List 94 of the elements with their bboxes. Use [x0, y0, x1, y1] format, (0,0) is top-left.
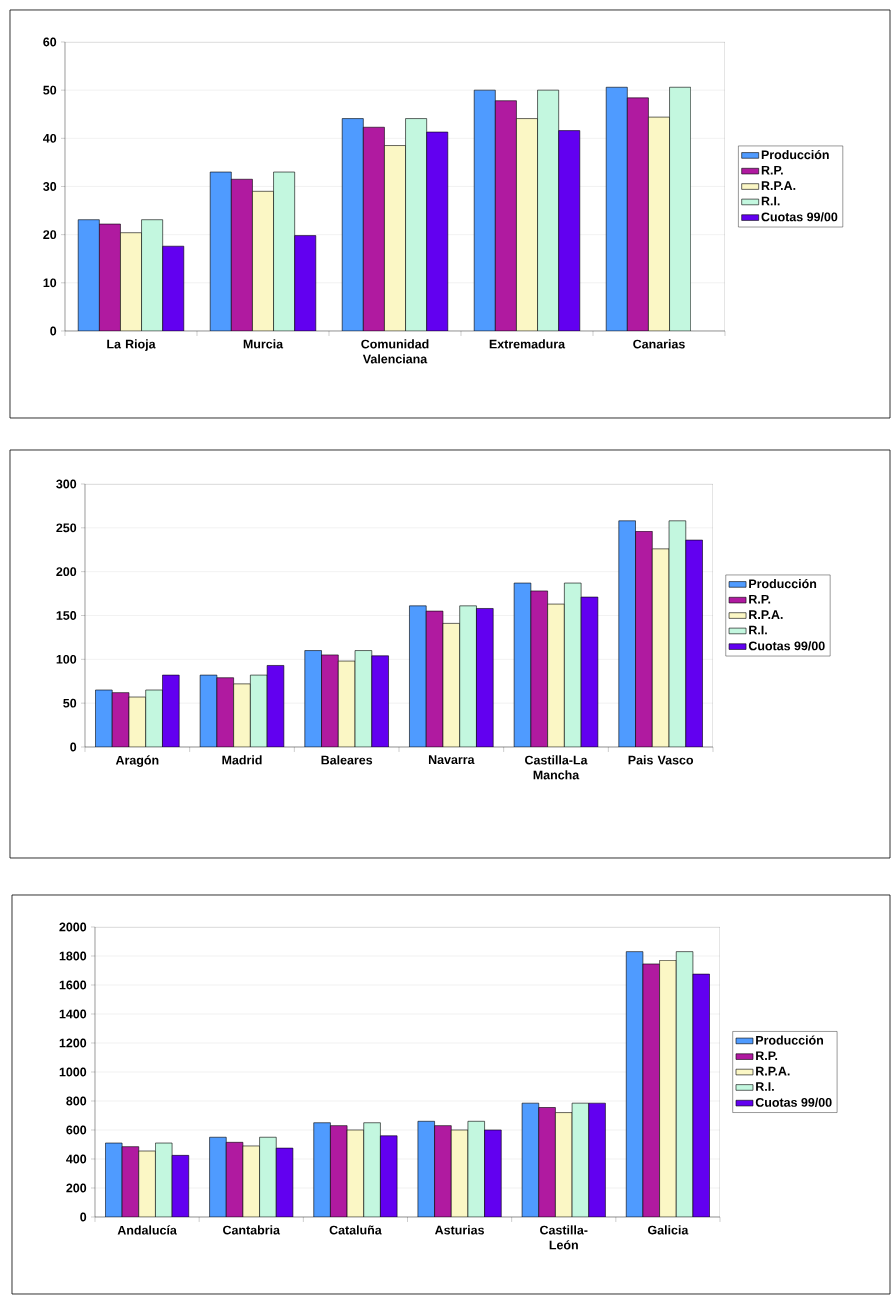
legend-label: R.P.A. [756, 1066, 790, 1076]
y-tick-label: 300 [56, 479, 77, 489]
legend-label: R.P.A. [749, 610, 783, 619]
bar [426, 132, 448, 331]
bar [625, 951, 644, 1217]
x-tick-label: Castilla-León [540, 1225, 588, 1250]
legend-label: R.P. [761, 165, 783, 175]
bar [537, 90, 559, 331]
x-tick-label: Navarra [428, 755, 475, 765]
y-tick-label: 2000 [59, 922, 87, 932]
bar [294, 235, 316, 331]
legend-label: Producción [756, 1035, 824, 1045]
bar [321, 654, 339, 747]
y-tick-label: 10 [43, 278, 57, 288]
y-tick-label: 20 [43, 230, 57, 240]
x-tick-label: Madrid [222, 755, 262, 765]
y-tick-label: 0 [50, 326, 57, 336]
y-tick-label: 60 [43, 37, 57, 47]
x-tick-label: Canarias [633, 339, 685, 349]
bar [405, 118, 427, 331]
bar [120, 232, 142, 331]
bar [145, 690, 163, 747]
y-tick-label: 250 [56, 523, 77, 533]
y-tick-label: 150 [56, 611, 77, 620]
y-tick-label: 400 [66, 1154, 87, 1164]
bar [313, 1122, 331, 1217]
y-tick-label: 1800 [59, 951, 87, 961]
y-tick-label: 40 [43, 133, 57, 143]
y-tick-label: 1600 [59, 980, 87, 990]
legend-label: R.P. [749, 594, 771, 604]
y-tick-label: 1000 [59, 1067, 87, 1077]
bar [273, 172, 295, 331]
bar [538, 1107, 556, 1217]
bar [363, 1122, 381, 1217]
y-tick-label: 0 [80, 1212, 87, 1222]
bar [434, 1125, 452, 1217]
y-tick-label: 100 [56, 654, 77, 664]
legend-label: Producción [761, 149, 829, 160]
bar [648, 116, 670, 331]
bar [484, 1129, 502, 1217]
x-tick-label: Castilla-La Mancha [525, 755, 588, 780]
x-tick-label: Aragón [115, 755, 159, 768]
bar [474, 90, 496, 331]
legend-label: Cuotas 99/00 [748, 641, 825, 651]
y-tick-label: 50 [63, 698, 77, 708]
y-tick-label: 600 [66, 1125, 87, 1135]
bar [252, 191, 274, 331]
legend-label: R.I. [749, 625, 767, 635]
x-tick-label: Andalucía [117, 1225, 177, 1235]
bar [162, 675, 180, 747]
bar [476, 608, 494, 747]
bar [384, 145, 406, 331]
y-tick-label: 1400 [59, 1009, 87, 1019]
bar [210, 172, 232, 331]
y-tick-label: 1200 [59, 1038, 87, 1048]
x-tick-label: La Rioja [107, 339, 156, 351]
x-tick-label: Cantabria [223, 1225, 281, 1235]
y-tick-label: 200 [66, 1183, 87, 1193]
x-tick-label: Murcia [243, 339, 284, 349]
y-tick-label: 50 [43, 85, 57, 95]
y-tick-label: 0 [70, 742, 77, 752]
x-tick-label: Galicia [648, 1225, 689, 1235]
x-tick-label: Baleares [321, 755, 373, 765]
bar [162, 246, 184, 331]
x-tick-label: Extremadura [489, 339, 566, 349]
bar [669, 86, 691, 331]
bar [588, 1103, 606, 1217]
x-tick-label: Asturias [434, 1225, 484, 1235]
legend-label: Producción [749, 578, 817, 589]
bar [516, 118, 538, 331]
bar [141, 219, 163, 331]
legend-label: R.P. [756, 1051, 778, 1060]
bar [209, 1137, 227, 1217]
bar [371, 655, 389, 747]
x-tick-label: Comunidad Valenciana [361, 339, 429, 364]
bar [342, 118, 364, 331]
bar [459, 605, 477, 747]
y-tick-label: 200 [56, 567, 77, 577]
bar [675, 951, 694, 1217]
y-tick-label: 800 [66, 1096, 87, 1106]
legend-label: Cuotas 99/00 [755, 1097, 832, 1107]
legend-label: Cuotas 99/00 [761, 212, 838, 222]
bar [558, 130, 581, 331]
legend-label: R.I. [756, 1082, 774, 1091]
bar [259, 1137, 277, 1217]
legend-label: R.P.A. [761, 181, 796, 190]
y-tick-label: 30 [43, 182, 57, 191]
bar [685, 539, 703, 747]
bar [605, 86, 628, 331]
x-tick-label: Pais Vasco [628, 755, 694, 765]
bar [635, 531, 653, 747]
x-tick-label: Cataluña [329, 1225, 382, 1235]
bar [78, 219, 100, 331]
legend-label: R.I. [761, 196, 780, 206]
